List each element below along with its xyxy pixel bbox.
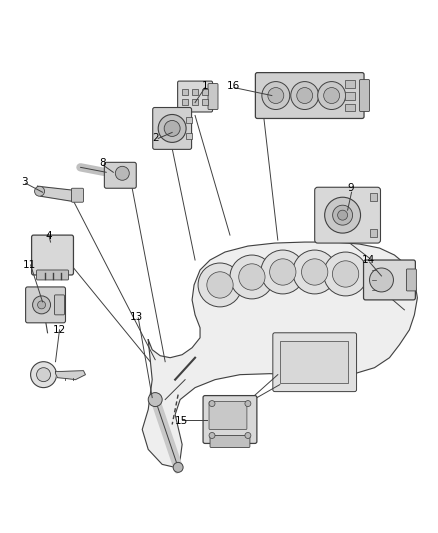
Circle shape bbox=[261, 250, 305, 294]
FancyBboxPatch shape bbox=[32, 235, 74, 275]
FancyBboxPatch shape bbox=[37, 270, 68, 280]
Bar bbox=[280, 341, 348, 383]
Circle shape bbox=[164, 120, 180, 136]
Circle shape bbox=[268, 87, 284, 103]
Text: 14: 14 bbox=[362, 255, 375, 265]
Circle shape bbox=[332, 261, 359, 287]
Bar bbox=[370, 193, 378, 201]
Polygon shape bbox=[38, 186, 75, 201]
FancyBboxPatch shape bbox=[273, 333, 357, 392]
Bar bbox=[182, 99, 188, 104]
Text: 9: 9 bbox=[347, 183, 354, 193]
Circle shape bbox=[32, 296, 50, 314]
Bar bbox=[192, 88, 198, 94]
Circle shape bbox=[198, 263, 242, 307]
FancyBboxPatch shape bbox=[406, 269, 417, 291]
Text: 15: 15 bbox=[174, 416, 188, 425]
Bar bbox=[202, 99, 208, 104]
Circle shape bbox=[207, 272, 233, 298]
FancyBboxPatch shape bbox=[364, 260, 415, 300]
Circle shape bbox=[293, 250, 337, 294]
Circle shape bbox=[158, 115, 186, 142]
Circle shape bbox=[301, 259, 328, 285]
FancyBboxPatch shape bbox=[54, 295, 64, 315]
Circle shape bbox=[173, 462, 183, 472]
Text: 4: 4 bbox=[45, 231, 52, 241]
Bar bbox=[186, 117, 192, 124]
FancyBboxPatch shape bbox=[203, 395, 257, 443]
Circle shape bbox=[37, 368, 50, 382]
Bar bbox=[345, 79, 355, 87]
Circle shape bbox=[209, 432, 215, 439]
Text: 2: 2 bbox=[152, 133, 159, 143]
Bar bbox=[345, 92, 355, 100]
Circle shape bbox=[318, 82, 346, 109]
Circle shape bbox=[245, 401, 251, 407]
Circle shape bbox=[262, 82, 290, 109]
FancyBboxPatch shape bbox=[210, 435, 250, 447]
Circle shape bbox=[239, 264, 265, 290]
Circle shape bbox=[38, 301, 46, 309]
FancyBboxPatch shape bbox=[314, 187, 381, 243]
Polygon shape bbox=[142, 242, 417, 467]
Text: 16: 16 bbox=[226, 80, 240, 91]
Circle shape bbox=[324, 87, 339, 103]
FancyBboxPatch shape bbox=[178, 81, 212, 112]
Circle shape bbox=[370, 268, 393, 292]
Text: 1: 1 bbox=[202, 80, 208, 91]
Text: 11: 11 bbox=[23, 260, 36, 270]
Bar bbox=[192, 99, 198, 104]
FancyBboxPatch shape bbox=[360, 79, 370, 111]
FancyBboxPatch shape bbox=[104, 163, 136, 188]
Text: 12: 12 bbox=[53, 325, 66, 335]
Circle shape bbox=[270, 259, 296, 285]
Circle shape bbox=[324, 252, 367, 296]
FancyBboxPatch shape bbox=[208, 84, 218, 109]
Text: 3: 3 bbox=[21, 177, 28, 187]
FancyBboxPatch shape bbox=[255, 72, 364, 118]
Circle shape bbox=[338, 210, 348, 220]
Bar bbox=[370, 229, 378, 237]
Circle shape bbox=[209, 401, 215, 407]
Bar bbox=[182, 88, 188, 94]
FancyBboxPatch shape bbox=[153, 108, 191, 149]
Circle shape bbox=[325, 197, 360, 233]
Polygon shape bbox=[56, 370, 85, 379]
Circle shape bbox=[297, 87, 313, 103]
Circle shape bbox=[332, 205, 353, 225]
Circle shape bbox=[230, 255, 274, 299]
Circle shape bbox=[115, 166, 129, 180]
Circle shape bbox=[31, 362, 57, 387]
Circle shape bbox=[245, 432, 251, 439]
Bar bbox=[345, 103, 355, 111]
FancyBboxPatch shape bbox=[71, 188, 83, 202]
Circle shape bbox=[35, 186, 45, 196]
FancyBboxPatch shape bbox=[209, 401, 247, 430]
Text: 13: 13 bbox=[130, 312, 143, 322]
Text: 8: 8 bbox=[99, 158, 106, 168]
Bar bbox=[202, 88, 208, 94]
FancyBboxPatch shape bbox=[25, 287, 66, 323]
Bar bbox=[186, 133, 192, 140]
Circle shape bbox=[148, 393, 162, 407]
Circle shape bbox=[291, 82, 319, 109]
